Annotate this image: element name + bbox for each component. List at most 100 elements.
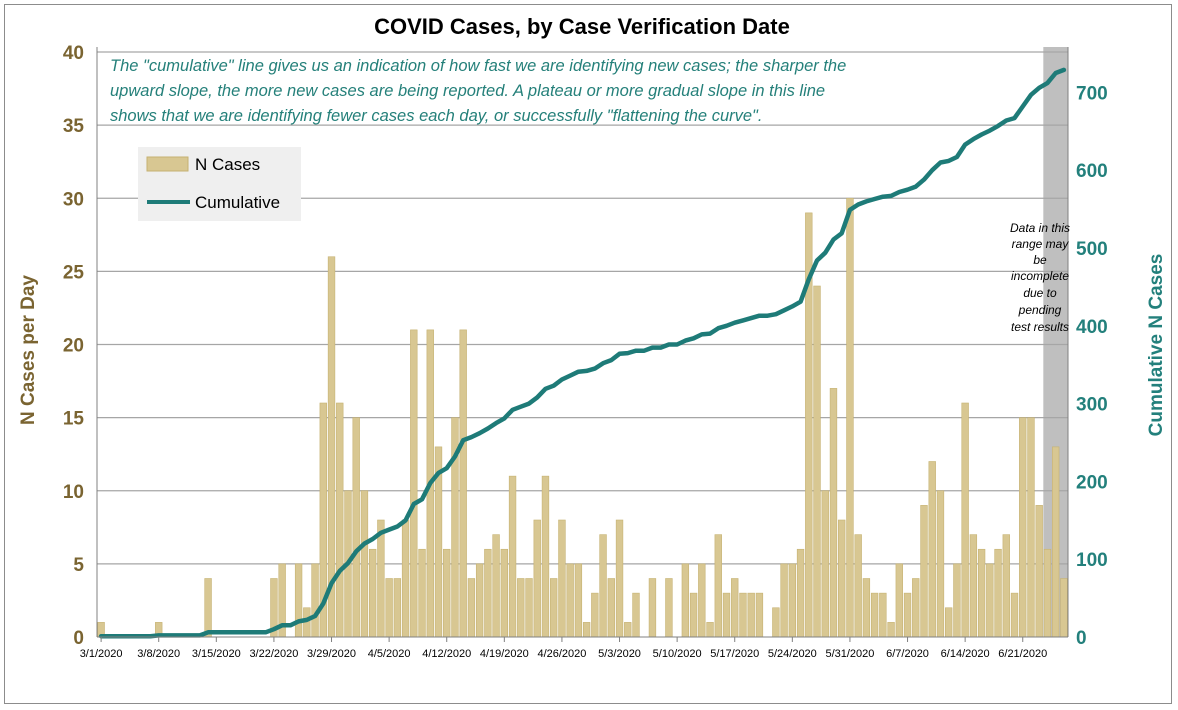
bar <box>574 563 583 638</box>
y-tick-label: 15 <box>63 409 85 430</box>
bar <box>1043 548 1052 638</box>
y-tick-label: 20 <box>63 336 84 357</box>
bar <box>550 578 558 638</box>
bar <box>772 607 780 638</box>
bar <box>953 563 961 638</box>
incomplete-data-note: Data in this range may be incomplete due… <box>1010 221 1070 334</box>
annotation-line: The "cumulative" line gives us an indica… <box>110 57 846 75</box>
bar <box>912 578 920 638</box>
bar <box>311 563 319 638</box>
y-tick-label: 25 <box>63 262 85 283</box>
bar <box>986 563 994 638</box>
chart-title: COVID Cases, by Case Verification Date <box>374 14 790 39</box>
y-tick-label: 0 <box>73 628 84 649</box>
note-line: test results <box>1011 320 1069 334</box>
x-tick-label: 5/31/2020 <box>825 648 874 660</box>
x-tick-label: 5/10/2020 <box>653 648 702 660</box>
x-tick-label: 3/29/2020 <box>307 648 356 660</box>
bar <box>870 592 879 638</box>
y2-tick-label: 500 <box>1076 239 1108 260</box>
bar <box>533 519 541 638</box>
annotation-line: shows that we are identifying fewer case… <box>110 107 762 125</box>
bar <box>204 578 212 638</box>
bar <box>854 534 862 638</box>
y2-tick-label: 200 <box>1076 472 1108 493</box>
bar <box>558 519 566 638</box>
bar <box>788 563 797 638</box>
bar <box>796 548 805 638</box>
bar <box>599 534 607 638</box>
bar <box>475 563 484 638</box>
bar <box>895 563 903 638</box>
bar <box>582 622 591 638</box>
bar <box>903 592 912 638</box>
x-tick-label: 4/5/2020 <box>368 648 411 660</box>
bar <box>747 592 755 638</box>
bar <box>846 197 854 638</box>
y2-tick-label: 100 <box>1076 550 1108 571</box>
annotation-line: upward slope, the more new cases are bei… <box>110 82 825 100</box>
bar <box>294 563 303 638</box>
bar <box>393 578 402 638</box>
bar <box>698 563 706 638</box>
bar <box>689 592 698 638</box>
bar <box>525 578 533 638</box>
bar <box>648 578 657 638</box>
bar <box>928 461 936 638</box>
bar <box>821 490 829 638</box>
x-tick-label: 4/26/2020 <box>537 648 586 660</box>
bar <box>862 578 871 638</box>
y2-tick-label: 600 <box>1076 161 1108 182</box>
y-tick-label: 10 <box>63 482 84 503</box>
bar <box>484 548 492 638</box>
bar <box>401 519 410 638</box>
chart-frame <box>4 4 1172 704</box>
bar <box>706 622 714 638</box>
x-tick-label: 6/14/2020 <box>941 648 990 660</box>
bar <box>566 563 574 638</box>
y2-tick-label: 300 <box>1076 395 1108 416</box>
bar <box>541 475 550 638</box>
bar <box>517 578 525 638</box>
bar <box>739 592 747 638</box>
x-tick-label: 5/3/2020 <box>598 648 641 660</box>
bar <box>665 578 673 638</box>
bar <box>591 592 599 638</box>
y2-tick-label: 700 <box>1076 83 1108 104</box>
bar <box>459 329 467 638</box>
x-tick-label: 3/15/2020 <box>192 648 241 660</box>
bar <box>1019 417 1027 638</box>
bar <box>1027 417 1035 638</box>
bar <box>418 548 426 638</box>
y-tick-label: 35 <box>63 116 85 137</box>
bar <box>377 519 385 638</box>
bar <box>508 475 517 638</box>
y2-tick-label: 400 <box>1076 317 1108 338</box>
bar <box>879 592 887 638</box>
bar <box>714 534 722 638</box>
y-axis-title: N Cases per Day <box>18 275 39 425</box>
y-tick-label: 5 <box>73 555 84 576</box>
x-tick-label: 5/17/2020 <box>710 648 759 660</box>
bar <box>352 417 360 638</box>
bar <box>838 519 846 638</box>
y-tick-label: 30 <box>63 189 84 210</box>
cumulative-line <box>98 67 1067 639</box>
bar <box>1035 505 1043 638</box>
bar <box>410 329 418 638</box>
bar <box>887 622 895 638</box>
bar <box>1060 578 1068 638</box>
bar <box>994 548 1002 638</box>
note-line: Data in this <box>1010 221 1070 235</box>
legend-swatch-bar <box>146 156 189 172</box>
bar <box>780 563 788 638</box>
y2-tick-label: 0 <box>1076 628 1087 649</box>
note-line: due to <box>1023 286 1057 300</box>
bar <box>632 592 640 638</box>
bar <box>624 622 632 638</box>
bar <box>467 578 476 638</box>
x-tick-label: 4/12/2020 <box>422 648 471 660</box>
bar <box>945 607 953 638</box>
bar <box>961 402 969 638</box>
